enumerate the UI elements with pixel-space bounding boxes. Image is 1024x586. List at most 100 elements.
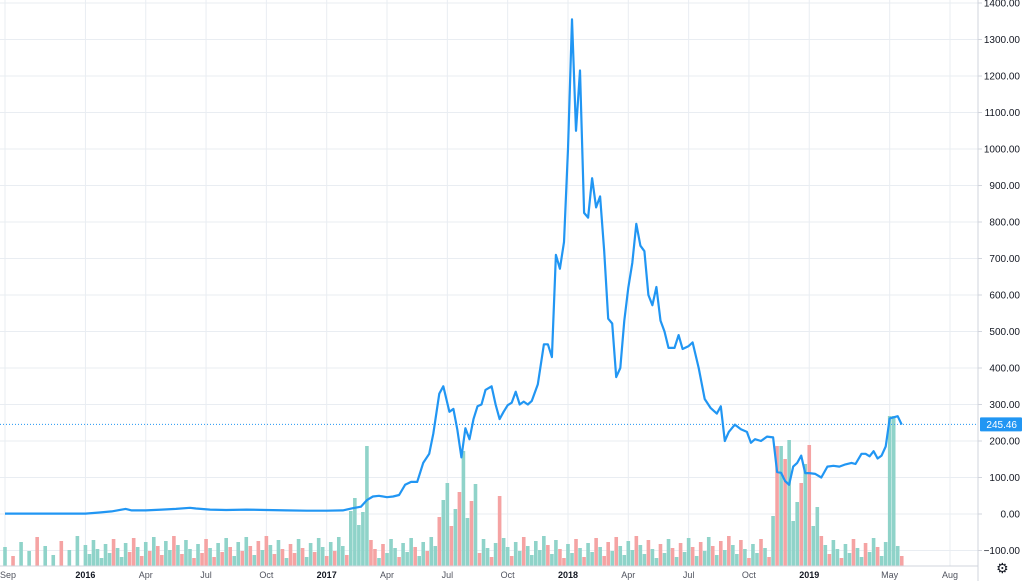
volume-bar	[502, 538, 506, 566]
volume-bar	[120, 557, 124, 566]
volume-bar	[635, 536, 639, 566]
volume-bar	[783, 459, 787, 566]
y-tick-label: 0.00	[1001, 510, 1021, 521]
y-tick-label: 300.00	[989, 400, 1020, 411]
volume-bar	[731, 545, 735, 566]
volume-bar	[510, 556, 514, 566]
volume-bar	[160, 555, 164, 566]
volume-bar	[466, 518, 470, 566]
volume-bar	[900, 556, 904, 566]
volume-bar	[446, 483, 450, 566]
volume-bar	[144, 542, 148, 566]
volume-bar	[719, 541, 723, 566]
volume-bar	[896, 546, 900, 566]
volume-bar	[442, 500, 446, 566]
volume-bar	[618, 546, 622, 566]
x-tick-label: 2019	[799, 570, 819, 580]
volume-bar	[518, 551, 522, 566]
volume-bar	[739, 540, 743, 566]
volume-bar	[582, 557, 586, 566]
volume-bar	[779, 446, 783, 566]
volume-bar	[566, 544, 570, 566]
volume-bar	[92, 540, 96, 566]
volume-bar	[385, 553, 389, 566]
volume-bar	[791, 521, 795, 566]
volume-bar	[261, 550, 265, 566]
volume-bar	[763, 548, 767, 566]
volume-bar	[224, 538, 228, 566]
last-price-label: 245.46	[986, 420, 1017, 431]
x-tick-label: 2017	[317, 570, 337, 580]
volume-bar	[59, 541, 63, 566]
volume-bar	[751, 544, 755, 566]
volume-bar	[558, 549, 562, 566]
volume-bar	[671, 548, 675, 566]
volume-bar	[43, 546, 47, 566]
volume-bar	[277, 540, 281, 566]
y-axis: 1400.001300.001200.001100.001000.00900.0…	[978, 0, 1020, 581]
last-price-tag: 245.46	[980, 417, 1022, 431]
volume-bar	[759, 539, 763, 566]
volume-bar	[546, 545, 550, 566]
volume-bar	[514, 542, 518, 566]
volume-bar	[329, 542, 333, 566]
volume-bar	[602, 556, 606, 566]
volume-bar	[848, 553, 852, 566]
volume-bar	[381, 544, 385, 566]
x-tick-label: Sep	[0, 570, 16, 580]
volume-bar	[675, 557, 679, 566]
volume-bar	[232, 556, 236, 566]
y-tick-label: 200.00	[989, 437, 1020, 448]
volume-bar	[727, 536, 731, 566]
volume-bar	[208, 548, 212, 566]
volume-bar	[787, 440, 791, 566]
volume-bar	[614, 537, 618, 566]
volume-bar	[844, 544, 848, 566]
volume-bar	[462, 451, 466, 566]
volume-bar	[687, 538, 691, 566]
volume-bar	[570, 553, 574, 566]
volume-bar	[699, 542, 703, 566]
volume-bar	[425, 551, 429, 566]
gear-icon[interactable]: ⚙	[996, 561, 1010, 575]
volume-bar	[188, 549, 192, 566]
volume-bar	[659, 544, 663, 566]
volume-bar	[590, 552, 594, 566]
volume-bar	[297, 539, 301, 566]
volume-bar	[586, 543, 590, 566]
volume-bar	[305, 557, 309, 566]
volume-bar	[562, 558, 566, 566]
volume-bar	[840, 558, 844, 566]
volume-bar	[454, 509, 458, 566]
volume-bar	[695, 556, 699, 566]
volume-bar	[289, 544, 293, 566]
volume-bar	[417, 556, 421, 566]
volume-bar	[691, 547, 695, 566]
volume-bar	[486, 548, 490, 566]
x-tick-label: Aug	[942, 570, 958, 580]
volume-bar	[522, 537, 526, 566]
x-tick-label: 2016	[75, 570, 95, 580]
volume-bar	[872, 538, 876, 566]
volume-bar	[470, 501, 474, 566]
volume-bar	[321, 547, 325, 566]
volume-bar	[176, 545, 180, 566]
volume-bar	[265, 536, 269, 566]
volume-bar	[534, 541, 538, 566]
volume-bar	[273, 554, 277, 566]
volume-bar	[204, 539, 208, 566]
volume-bar	[76, 536, 80, 566]
volume-bar	[293, 553, 297, 566]
volume-bar	[220, 552, 224, 566]
volume-bar	[269, 545, 273, 566]
volume-bar	[361, 512, 365, 566]
volume-bar	[96, 549, 100, 566]
y-tick-label: 500.00	[989, 327, 1020, 338]
volume-bar	[643, 554, 647, 566]
volume-bar	[35, 537, 39, 566]
y-tick-label: 400.00	[989, 364, 1020, 375]
y-tick-label: 100.00	[989, 473, 1020, 484]
